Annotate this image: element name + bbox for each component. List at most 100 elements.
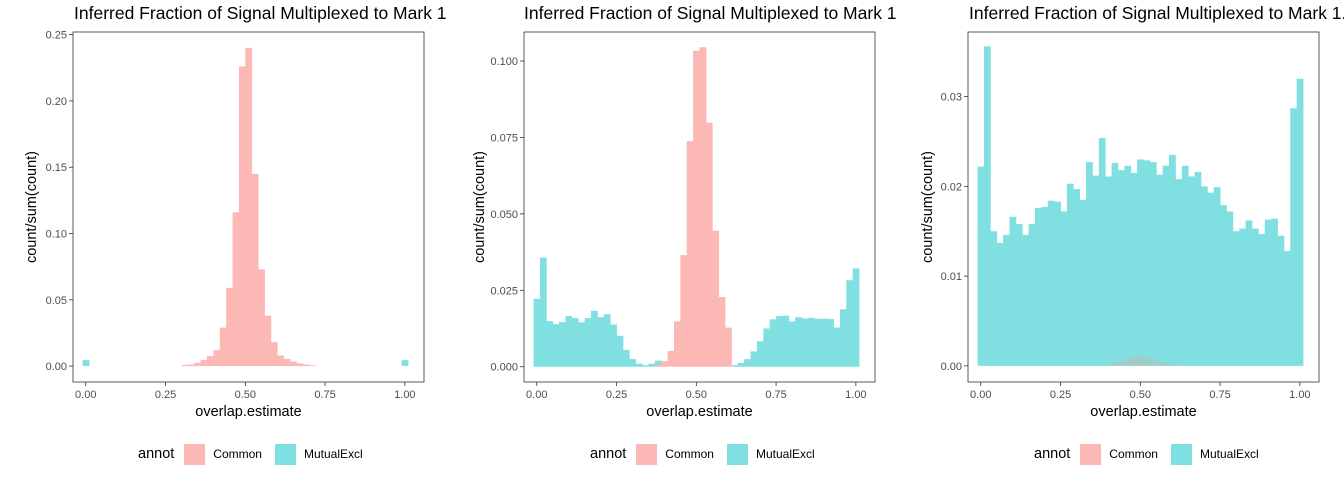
y-tick-label: 0.25 <box>46 30 67 42</box>
bar <box>571 318 579 367</box>
histogram-plot: 0.00 0.05 0.10 0.15 0.20 0.25 0.00 0.25 0.50 0.75… <box>24 30 425 420</box>
legend-item-common: Common <box>636 443 714 465</box>
bar <box>597 317 605 367</box>
y-tick-label: 0.15 <box>46 162 67 174</box>
bar <box>533 298 541 367</box>
bar <box>1117 361 1125 366</box>
legend-key-common <box>1080 443 1102 465</box>
bar <box>1226 211 1234 366</box>
y-tick-label: 0.000 <box>490 362 518 374</box>
bar <box>1162 165 1170 366</box>
bar <box>1220 205 1227 366</box>
bar <box>839 309 847 367</box>
bar <box>1028 224 1036 366</box>
bar <box>181 365 189 367</box>
bar <box>737 363 745 367</box>
bar <box>990 231 998 366</box>
series-common <box>1105 355 1176 366</box>
bar <box>302 364 310 367</box>
y-axis-label: count/sum(count) <box>920 151 936 263</box>
legend-key-mutualexcl <box>274 443 296 465</box>
bar <box>1054 201 1061 366</box>
x-axis-label: overlap.estimate <box>195 404 301 420</box>
bar <box>1162 363 1170 366</box>
legend-title: annot <box>590 446 627 462</box>
legend-key-mutualexcl <box>726 443 748 465</box>
bar <box>712 230 720 367</box>
x-tick-label: 0.50 <box>686 389 707 401</box>
bar <box>1105 176 1112 366</box>
bar <box>1092 175 1100 366</box>
legend-item-common: Common <box>1080 443 1158 465</box>
bar <box>207 356 214 367</box>
bar <box>1117 170 1125 366</box>
bar <box>296 363 304 367</box>
bar <box>1130 172 1138 366</box>
bar <box>1015 224 1023 366</box>
x-tick-label: 0.25 <box>155 389 176 401</box>
y-tick-label: 0.025 <box>490 285 518 297</box>
legend-item-common: Common <box>184 443 262 465</box>
chart-title: Inferred Fraction of Signal Multiplexed … <box>969 3 1344 23</box>
bar <box>699 47 707 367</box>
y-tick-label: 0.00 <box>46 361 67 373</box>
bar <box>1277 235 1285 366</box>
bar <box>983 46 991 366</box>
series-common <box>654 47 732 367</box>
bar <box>654 360 662 367</box>
bar <box>591 310 598 367</box>
x-tick-label: 1.00 <box>394 389 415 401</box>
bar <box>603 314 611 367</box>
bar <box>1239 228 1247 366</box>
bar <box>1200 186 1208 366</box>
bar <box>578 322 586 367</box>
chart-title: Inferred Fraction of Signal Multiplexed … <box>524 3 896 23</box>
bar <box>232 212 240 367</box>
bar <box>673 321 681 367</box>
bar <box>1137 159 1144 366</box>
bar <box>1169 154 1176 366</box>
bar <box>1258 233 1266 366</box>
legend-key-common <box>636 443 658 465</box>
bar <box>622 349 630 367</box>
bar <box>820 318 828 367</box>
legend-title: annot <box>1034 446 1071 462</box>
bar <box>539 257 547 367</box>
bar <box>251 173 259 367</box>
bar <box>1041 207 1049 366</box>
y-tick-label: 0.075 <box>490 132 518 144</box>
bar <box>559 322 566 367</box>
legend-label-mutualexcl: MutualExcl <box>303 447 363 461</box>
bar <box>552 324 560 367</box>
bar <box>744 359 751 367</box>
bar <box>750 351 758 367</box>
bar <box>1296 78 1304 366</box>
series-common <box>181 47 316 367</box>
bar <box>833 327 841 367</box>
bar <box>1283 250 1291 366</box>
legend-label-common: Common <box>1109 447 1158 461</box>
bar <box>194 362 202 367</box>
bar <box>1149 162 1157 366</box>
bar <box>642 365 649 367</box>
x-tick-label: 1.00 <box>1289 389 1310 401</box>
y-tick-label: 0.05 <box>46 295 67 307</box>
bar <box>258 269 265 367</box>
bar <box>629 359 637 367</box>
bar <box>693 50 700 367</box>
plot-border <box>523 31 876 383</box>
bar <box>846 280 854 367</box>
legend-item-mutualexcl: MutualExcl <box>1170 443 1259 465</box>
bar <box>827 319 834 367</box>
bar <box>654 364 662 367</box>
bar <box>1264 219 1272 366</box>
bar <box>213 350 221 367</box>
bar <box>1022 234 1030 366</box>
series-mutualexcl <box>977 46 1304 366</box>
legend: annot Common MutualExcl <box>590 442 828 466</box>
bar <box>718 297 726 367</box>
bar <box>635 363 643 367</box>
bar <box>1169 364 1176 366</box>
bar <box>1105 364 1112 366</box>
bar <box>1181 165 1189 366</box>
